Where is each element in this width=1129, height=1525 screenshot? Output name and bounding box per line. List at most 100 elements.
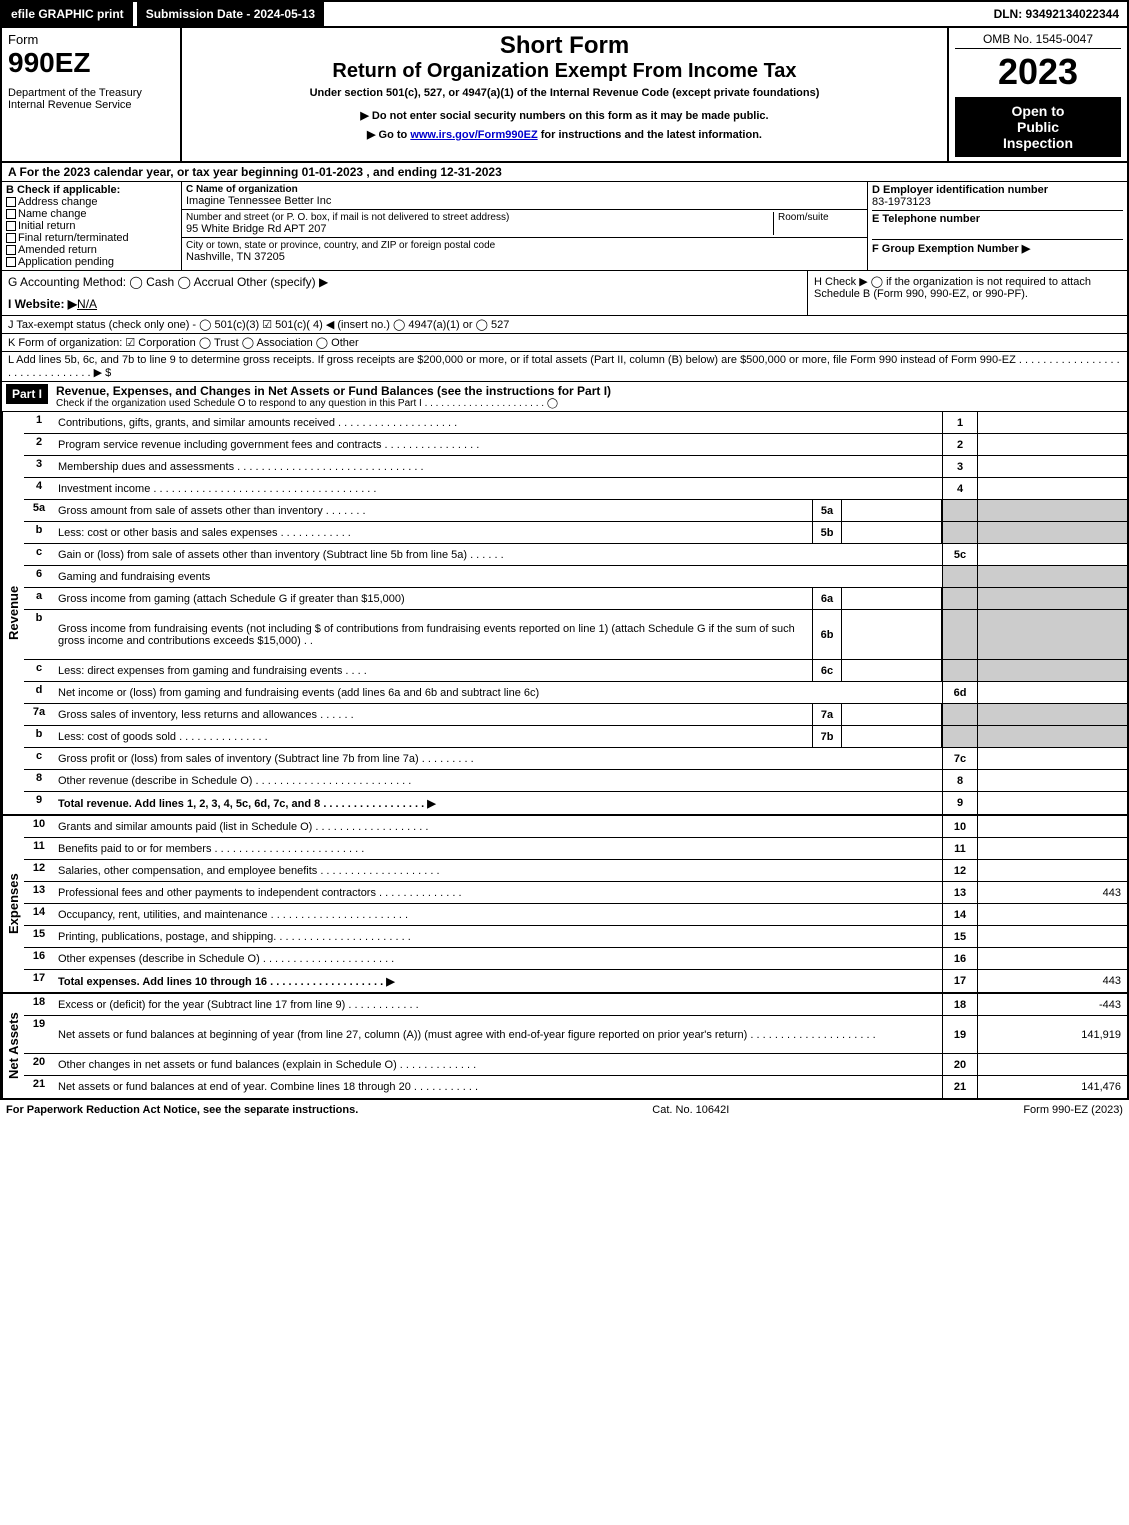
form-number: 990EZ (8, 47, 174, 79)
rd-7b: Less: cost of goods sold . . . . . . . .… (54, 726, 812, 747)
irs-link[interactable]: www.irs.gov/Form990EZ (410, 129, 537, 141)
rb-10: 10 (942, 816, 977, 837)
rn-6b: b (24, 610, 54, 659)
dln-label: DLN: 93492134022344 (986, 3, 1127, 25)
rd-6c: Less: direct expenses from gaming and fu… (54, 660, 812, 681)
rn-5c: c (24, 544, 54, 565)
rd-5b: Less: cost or other basis and sales expe… (54, 522, 812, 543)
rd-7c: Gross profit or (loss) from sales of inv… (54, 748, 942, 769)
rd-10: Grants and similar amounts paid (list in… (54, 816, 942, 837)
row-14: 14Occupancy, rent, utilities, and mainte… (24, 904, 1127, 926)
rv-4 (977, 478, 1127, 499)
rv-10 (977, 816, 1127, 837)
rn-5b: b (24, 522, 54, 543)
rn-18: 18 (24, 994, 54, 1015)
revenue-table: Revenue 1Contributions, gifts, grants, a… (0, 412, 1129, 816)
row-11: 11Benefits paid to or for members . . . … (24, 838, 1127, 860)
revenue-side-label: Revenue (2, 412, 24, 814)
row-6: 6Gaming and fundraising events (24, 566, 1127, 588)
rv-5b (977, 522, 1127, 543)
rv-6 (977, 566, 1127, 587)
part-i-check: Check if the organization used Schedule … (56, 398, 1123, 409)
efile-print-button[interactable]: efile GRAPHIC print (2, 2, 133, 26)
rn-7c: c (24, 748, 54, 769)
rd-21: Net assets or fund balances at end of ye… (54, 1076, 942, 1098)
check-initial-return[interactable]: Initial return (6, 220, 177, 232)
room-label: Room/suite (778, 212, 863, 223)
row-7b: bLess: cost of goods sold . . . . . . . … (24, 726, 1127, 748)
row-8: 8Other revenue (describe in Schedule O) … (24, 770, 1127, 792)
net-assets-table: Net Assets 18Excess or (deficit) for the… (0, 994, 1129, 1100)
goto-note: ▶ Go to www.irs.gov/Form990EZ for instru… (188, 128, 941, 141)
row-6b: bGross income from fundraising events (n… (24, 610, 1127, 660)
rb-14: 14 (942, 904, 977, 925)
rd-6a: Gross income from gaming (attach Schedul… (54, 588, 812, 609)
rn-2: 2 (24, 434, 54, 455)
rd-11: Benefits paid to or for members . . . . … (54, 838, 942, 859)
section-c: C Name of organization Imagine Tennessee… (182, 182, 867, 270)
open-line1: Open to (959, 103, 1117, 119)
footer-mid: Cat. No. 10642I (652, 1104, 729, 1116)
check-amended-return[interactable]: Amended return (6, 244, 177, 256)
rv-5c (977, 544, 1127, 565)
section-b-label: B Check if applicable: (6, 184, 177, 196)
city-value: Nashville, TN 37205 (186, 251, 863, 263)
rn-5a: 5a (24, 500, 54, 521)
rd-7a: Gross sales of inventory, less returns a… (54, 704, 812, 725)
rn-6: 6 (24, 566, 54, 587)
rd-19: Net assets or fund balances at beginning… (54, 1016, 942, 1053)
rv-3 (977, 456, 1127, 477)
check-label-0: Address change (18, 196, 98, 208)
rd-8: Other revenue (describe in Schedule O) .… (54, 770, 942, 791)
goto-prefix: ▶ Go to (367, 129, 410, 141)
rd-5c: Gain or (loss) from sale of assets other… (54, 544, 942, 565)
expenses-table: Expenses 10Grants and similar amounts pa… (0, 816, 1129, 994)
rd-13: Professional fees and other payments to … (54, 882, 942, 903)
rb-8: 8 (942, 770, 977, 791)
rb-6c (942, 660, 977, 681)
check-label-5: Application pending (18, 256, 114, 268)
ssn-note: ▶ Do not enter social security numbers o… (188, 109, 941, 122)
row-17: 17Total expenses. Add lines 10 through 1… (24, 970, 1127, 992)
check-address-change[interactable]: Address change (6, 196, 177, 208)
rmv-6c (842, 660, 942, 681)
rb-4: 4 (942, 478, 977, 499)
row-21: 21Net assets or fund balances at end of … (24, 1076, 1127, 1098)
subtitle: Under section 501(c), 527, or 4947(a)(1)… (188, 87, 941, 99)
return-title: Return of Organization Exempt From Incom… (188, 60, 941, 83)
rd-5a: Gross amount from sale of assets other t… (54, 500, 812, 521)
rd-6: Gaming and fundraising events (54, 566, 942, 587)
rd-6d: Net income or (loss) from gaming and fun… (54, 682, 942, 703)
omb-number: OMB No. 1545-0047 (955, 32, 1121, 49)
row-7a: 7aGross sales of inventory, less returns… (24, 704, 1127, 726)
rv-13: 443 (977, 882, 1127, 903)
rn-3: 3 (24, 456, 54, 477)
rb-9: 9 (942, 792, 977, 814)
rm-6c: 6c (812, 660, 842, 681)
rb-11: 11 (942, 838, 977, 859)
rm-7b: 7b (812, 726, 842, 747)
rm-5b: 5b (812, 522, 842, 543)
website-value: N/A (77, 297, 97, 311)
check-final-return[interactable]: Final return/terminated (6, 232, 177, 244)
form-word: Form (8, 32, 174, 47)
check-application-pending[interactable]: Application pending (6, 256, 177, 268)
rv-8 (977, 770, 1127, 791)
rv-7c (977, 748, 1127, 769)
rn-19: 19 (24, 1016, 54, 1053)
rd-20: Other changes in net assets or fund bala… (54, 1054, 942, 1075)
check-label-2: Initial return (18, 220, 75, 232)
dept-treasury: Department of the Treasury (8, 87, 174, 99)
check-name-change[interactable]: Name change (6, 208, 177, 220)
open-line2: Public (959, 119, 1117, 135)
part-i-title: Revenue, Expenses, and Changes in Net As… (56, 384, 1123, 398)
footer-right: Form 990-EZ (2023) (1023, 1104, 1123, 1116)
rm-7a: 7a (812, 704, 842, 725)
irs-label: Internal Revenue Service (8, 99, 174, 111)
rn-6c: c (24, 660, 54, 681)
row-3: 3Membership dues and assessments . . . .… (24, 456, 1127, 478)
page-footer: For Paperwork Reduction Act Notice, see … (0, 1100, 1129, 1120)
rb-12: 12 (942, 860, 977, 881)
rn-1: 1 (24, 412, 54, 433)
goto-suffix: for instructions and the latest informat… (538, 129, 762, 141)
